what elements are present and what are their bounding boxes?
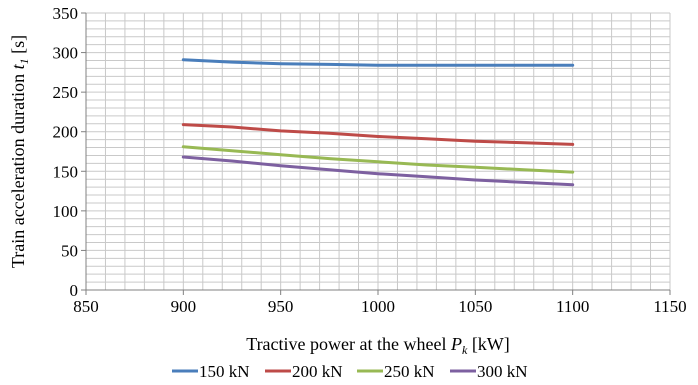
x-tick-label: 1050 bbox=[458, 297, 492, 316]
grid bbox=[86, 12, 671, 290]
y-axis-title-subscript: 1 bbox=[17, 58, 31, 64]
y-axis-title-symbol: t bbox=[8, 63, 28, 69]
x-axis-title-unit: [kW] bbox=[467, 334, 509, 354]
x-axis-title-text: Tractive power at the wheel bbox=[246, 334, 451, 354]
series-lines bbox=[181, 58, 575, 187]
x-axis-title: Tractive power at the wheel Pk [kW] bbox=[246, 334, 510, 357]
x-tick-label: 950 bbox=[268, 297, 294, 316]
y-axis-title-text: Train acceleration duration bbox=[8, 69, 28, 268]
y-axis-title: Train acceleration duration t1 [s] bbox=[8, 35, 31, 268]
series-line-200-kn bbox=[181, 123, 575, 146]
x-axis-title-symbol: P bbox=[450, 334, 462, 354]
y-tick-label: 50 bbox=[61, 241, 78, 260]
y-tick-label: 150 bbox=[53, 162, 79, 181]
y-tick-label: 350 bbox=[53, 4, 79, 23]
x-tick-label: 1000 bbox=[361, 297, 395, 316]
x-tick-label: 850 bbox=[73, 297, 99, 316]
y-tick-label: 300 bbox=[53, 44, 79, 63]
y-tick-label: 200 bbox=[53, 123, 79, 142]
series-line-150-kn bbox=[181, 58, 575, 67]
y-tick-labels: 0 50 100 150 200 250 300 350 bbox=[53, 4, 86, 300]
y-axis-title-unit: [s] bbox=[8, 35, 28, 59]
y-tick-label: 250 bbox=[53, 83, 79, 102]
x-tick-label: 900 bbox=[171, 297, 197, 316]
legend-label-200-kn: 200 kN bbox=[292, 362, 343, 381]
legend-label-300-kn: 300 kN bbox=[477, 362, 528, 381]
x-tick-label: 1150 bbox=[653, 297, 686, 316]
x-axis-title-subscript: k bbox=[462, 343, 468, 357]
legend-label-250-kn: 250 kN bbox=[384, 362, 435, 381]
y-tick-label: 100 bbox=[53, 202, 79, 221]
x-tick-labels: 850 900 950 1000 1050 1100 1150 bbox=[73, 290, 687, 316]
legend: 150 kN 200 kN 250 kN 300 kN bbox=[172, 362, 528, 381]
series-line-250-kn bbox=[181, 145, 575, 174]
legend-label-150-kn: 150 kN bbox=[199, 362, 250, 381]
y-tick-label: 0 bbox=[70, 281, 79, 300]
series-line-300-kn bbox=[181, 155, 575, 187]
x-tick-label: 1100 bbox=[556, 297, 589, 316]
